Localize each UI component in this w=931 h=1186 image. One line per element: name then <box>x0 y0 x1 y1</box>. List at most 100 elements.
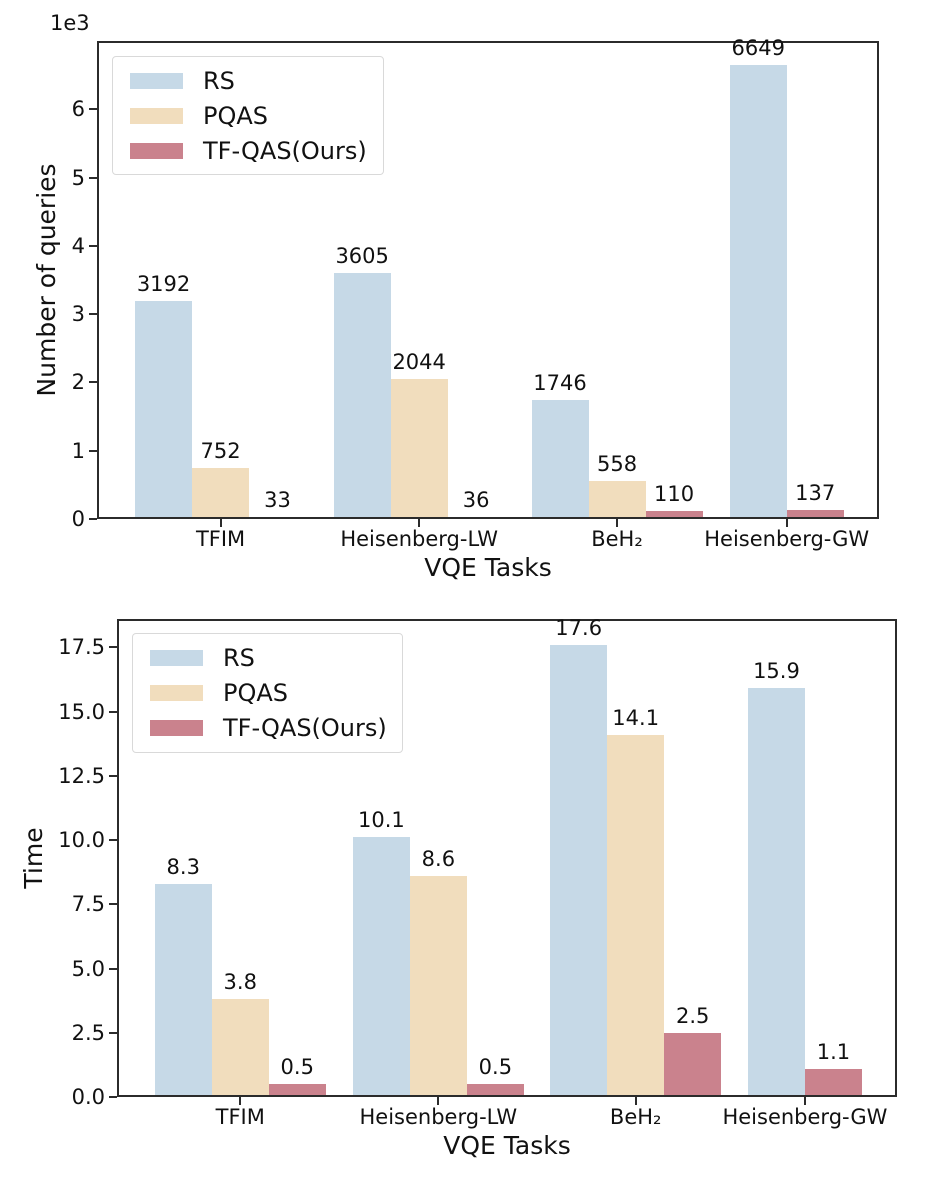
bar-pqas-beh <box>607 734 665 1097</box>
bar-tf-qas-ours-heisenberg-gw <box>804 1068 862 1097</box>
y-tick-label: 5.0 <box>71 956 105 981</box>
bar-rs-heisenberg-lw <box>352 837 410 1097</box>
bar-value-label-pqas-tfim: 752 <box>200 438 241 463</box>
x-tick-mark <box>785 519 788 527</box>
bar-pqas-heisenberg-lw <box>390 379 448 519</box>
x-tick-label-heisenberg-lw: Heisenberg-LW <box>340 527 499 551</box>
bar-value-label-tf-qas-ours-heisenberg-lw: 36 <box>462 487 490 512</box>
bar-value-label-tf-qas-ours-heisenberg-gw: 137 <box>795 480 836 505</box>
x-tick-mark <box>634 1097 637 1105</box>
y-tick-label: 6 <box>71 97 85 122</box>
legend-label-rs: RS <box>223 643 255 672</box>
bar-value-label-rs-beh: 1746 <box>533 370 587 395</box>
y-tick-label: 15.0 <box>58 699 105 724</box>
legend-label-pqas: PQAS <box>203 101 269 130</box>
bar-value-label-tf-qas-ours-heisenberg-gw: 1.1 <box>816 1039 851 1064</box>
bar-value-label-rs-heisenberg-gw: 6649 <box>731 35 785 60</box>
bar-rs-tfim <box>154 883 212 1097</box>
bar-pqas-heisenberg-lw <box>409 875 467 1097</box>
bar-value-label-tf-qas-ours-beh: 110 <box>653 482 695 507</box>
legend-swatch-tf-qas-ours <box>150 720 203 737</box>
y-tick-mark <box>89 313 97 316</box>
y-tick-mark <box>89 176 97 179</box>
legend-label-tf-qas-ours: TF-QAS(Ours) <box>203 136 367 165</box>
legend-entry-rs: RS <box>133 644 402 672</box>
y-tick-label: 2.5 <box>71 1020 105 1045</box>
y-tick-label: 0.0 <box>71 1085 105 1109</box>
legend-swatch-pqas <box>150 684 203 701</box>
legend-swatch-pqas <box>130 107 183 124</box>
y-tick-mark <box>109 646 117 649</box>
bar-rs-beh <box>550 644 608 1097</box>
bar-rs-heisenberg-gw <box>747 688 805 1097</box>
bar-value-label-rs-heisenberg-gw: 15.9 <box>753 659 800 684</box>
y-tick-label: 2 <box>71 370 85 395</box>
bar-value-label-rs-tfim: 3192 <box>136 272 191 297</box>
bar-tf-qas-ours-tfim <box>268 1084 326 1097</box>
legend-swatch-tf-qas-ours <box>130 142 183 159</box>
bar-value-label-pqas-heisenberg-lw: 8.6 <box>421 846 456 871</box>
bar-value-label-pqas-beh: 14.1 <box>612 705 660 730</box>
x-tick-label-tfim: TFIM <box>215 1105 265 1129</box>
legend-label-tf-qas-ours: TF-QAS(Ours) <box>223 714 387 743</box>
bar-value-label-rs-heisenberg-lw: 3605 <box>335 243 389 268</box>
legend-swatch-rs <box>150 649 203 666</box>
y-axis-offset-label: 1e3 <box>50 11 90 35</box>
x-tick-label-tfim: TFIM <box>195 527 246 551</box>
bar-value-label-tf-qas-ours-heisenberg-lw: 0.5 <box>478 1055 513 1080</box>
bar-value-label-tf-qas-ours-tfim: 0.5 <box>280 1055 314 1080</box>
y-tick-label: 7.5 <box>71 892 105 917</box>
x-tick-label-beh: BeH₂ <box>609 1105 662 1129</box>
bar-tf-qas-ours-beh <box>664 1032 722 1097</box>
y-tick-mark <box>109 1031 117 1034</box>
bar-pqas-tfim <box>211 999 269 1097</box>
legend-entry-tf-qas-ours: TF-QAS(Ours) <box>133 714 402 742</box>
y-tick-mark <box>109 1096 117 1098</box>
legend-swatch-rs <box>130 72 183 89</box>
x-tick-label-beh: BeH₂ <box>591 527 643 551</box>
y-tick-label: 10.0 <box>58 828 105 852</box>
bar-value-label-rs-tfim: 8.3 <box>166 854 200 879</box>
bar-value-label-pqas-tfim: 3.8 <box>223 970 257 995</box>
y-tick-mark <box>109 710 117 713</box>
x-tick-mark <box>437 1097 440 1105</box>
x-tick-label-heisenberg-gw: Heisenberg-GW <box>722 1105 888 1129</box>
y-tick-mark <box>89 108 97 111</box>
bar-value-label-rs-heisenberg-lw: 10.1 <box>357 808 405 833</box>
legend-entry-tf-qas-ours: TF-QAS(Ours) <box>113 137 383 165</box>
bar-pqas-tfim <box>192 467 250 519</box>
x-tick-label-heisenberg-lw: Heisenberg-LW <box>359 1105 518 1129</box>
bar-rs-heisenberg-lw <box>333 272 391 519</box>
bar-tf-qas-ours-heisenberg-gw <box>786 509 844 519</box>
bar-tf-qas-ours-beh <box>645 511 703 519</box>
x-tick-mark <box>803 1097 806 1105</box>
y-tick-mark <box>109 839 117 841</box>
y-tick-mark <box>89 518 97 520</box>
y-tick-label: 3 <box>71 302 85 327</box>
legend-entry-rs: RS <box>113 67 383 95</box>
bar-value-label-tf-qas-ours-tfim: 33 <box>264 487 291 512</box>
y-tick-label: 4 <box>71 233 85 258</box>
x-tick-mark <box>239 1097 242 1105</box>
y-tick-label: 12.5 <box>58 763 105 788</box>
y-tick-label: 5 <box>71 165 85 190</box>
legend: RS PQAS TF-QAS(Ours) <box>132 633 403 753</box>
y-tick-mark <box>109 967 117 970</box>
bar-tf-qas-ours-tfim <box>249 516 307 519</box>
y-tick-label: 17.5 <box>58 635 105 660</box>
x-axis-label: VQE Tasks <box>424 553 552 582</box>
legend-label-rs: RS <box>203 66 235 95</box>
bar-value-label-tf-qas-ours-beh: 2.5 <box>675 1003 710 1028</box>
y-tick-mark <box>89 381 97 384</box>
legend: RS PQAS TF-QAS(Ours) <box>112 56 384 175</box>
y-axis-label: Number of queries <box>32 163 61 397</box>
bar-rs-tfim <box>135 301 193 519</box>
legend-entry-pqas: PQAS <box>113 102 383 130</box>
bar-value-label-pqas-beh: 558 <box>596 451 638 476</box>
legend-entry-pqas: PQAS <box>133 679 402 707</box>
bar-rs-beh <box>531 399 589 519</box>
y-tick-mark <box>109 903 117 906</box>
